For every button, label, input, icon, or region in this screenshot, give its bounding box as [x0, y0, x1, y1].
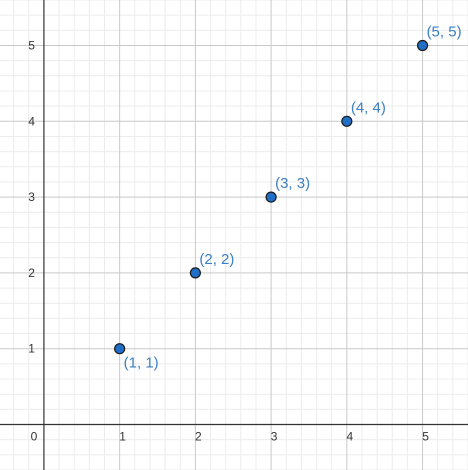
data-point — [341, 115, 353, 127]
data-point — [416, 39, 429, 52]
x-tick-label: 2 — [195, 430, 202, 444]
y-tick-label: 3 — [28, 190, 35, 204]
point-labels: (1, 1) (2, 2) (3, 3) (4, 4) (5, 5) — [124, 23, 462, 371]
y-tick-label: 4 — [28, 114, 35, 128]
data-point — [265, 191, 277, 203]
data-point — [189, 267, 201, 279]
x-tick-label: 4 — [346, 430, 353, 444]
y-tick-label: 5 — [28, 38, 35, 52]
point-label: (1, 1) — [124, 355, 159, 372]
point-label: (3, 3) — [275, 175, 310, 192]
y-tick-label: 1 — [28, 342, 35, 356]
tick-labels: 0 1 2 3 4 5 1 2 3 4 5 — [28, 38, 429, 443]
x-tick-label: 3 — [271, 430, 278, 444]
point-label: (5, 5) — [427, 23, 462, 40]
x-tick-label: 1 — [119, 430, 126, 444]
x-tick-label: 0 — [31, 430, 38, 444]
y-tick-label: 2 — [28, 266, 35, 280]
point-label: (2, 2) — [199, 251, 234, 268]
x-tick-label: 5 — [422, 430, 429, 444]
data-point — [114, 343, 126, 355]
point-label: (4, 4) — [351, 99, 386, 116]
data-points — [114, 39, 429, 355]
